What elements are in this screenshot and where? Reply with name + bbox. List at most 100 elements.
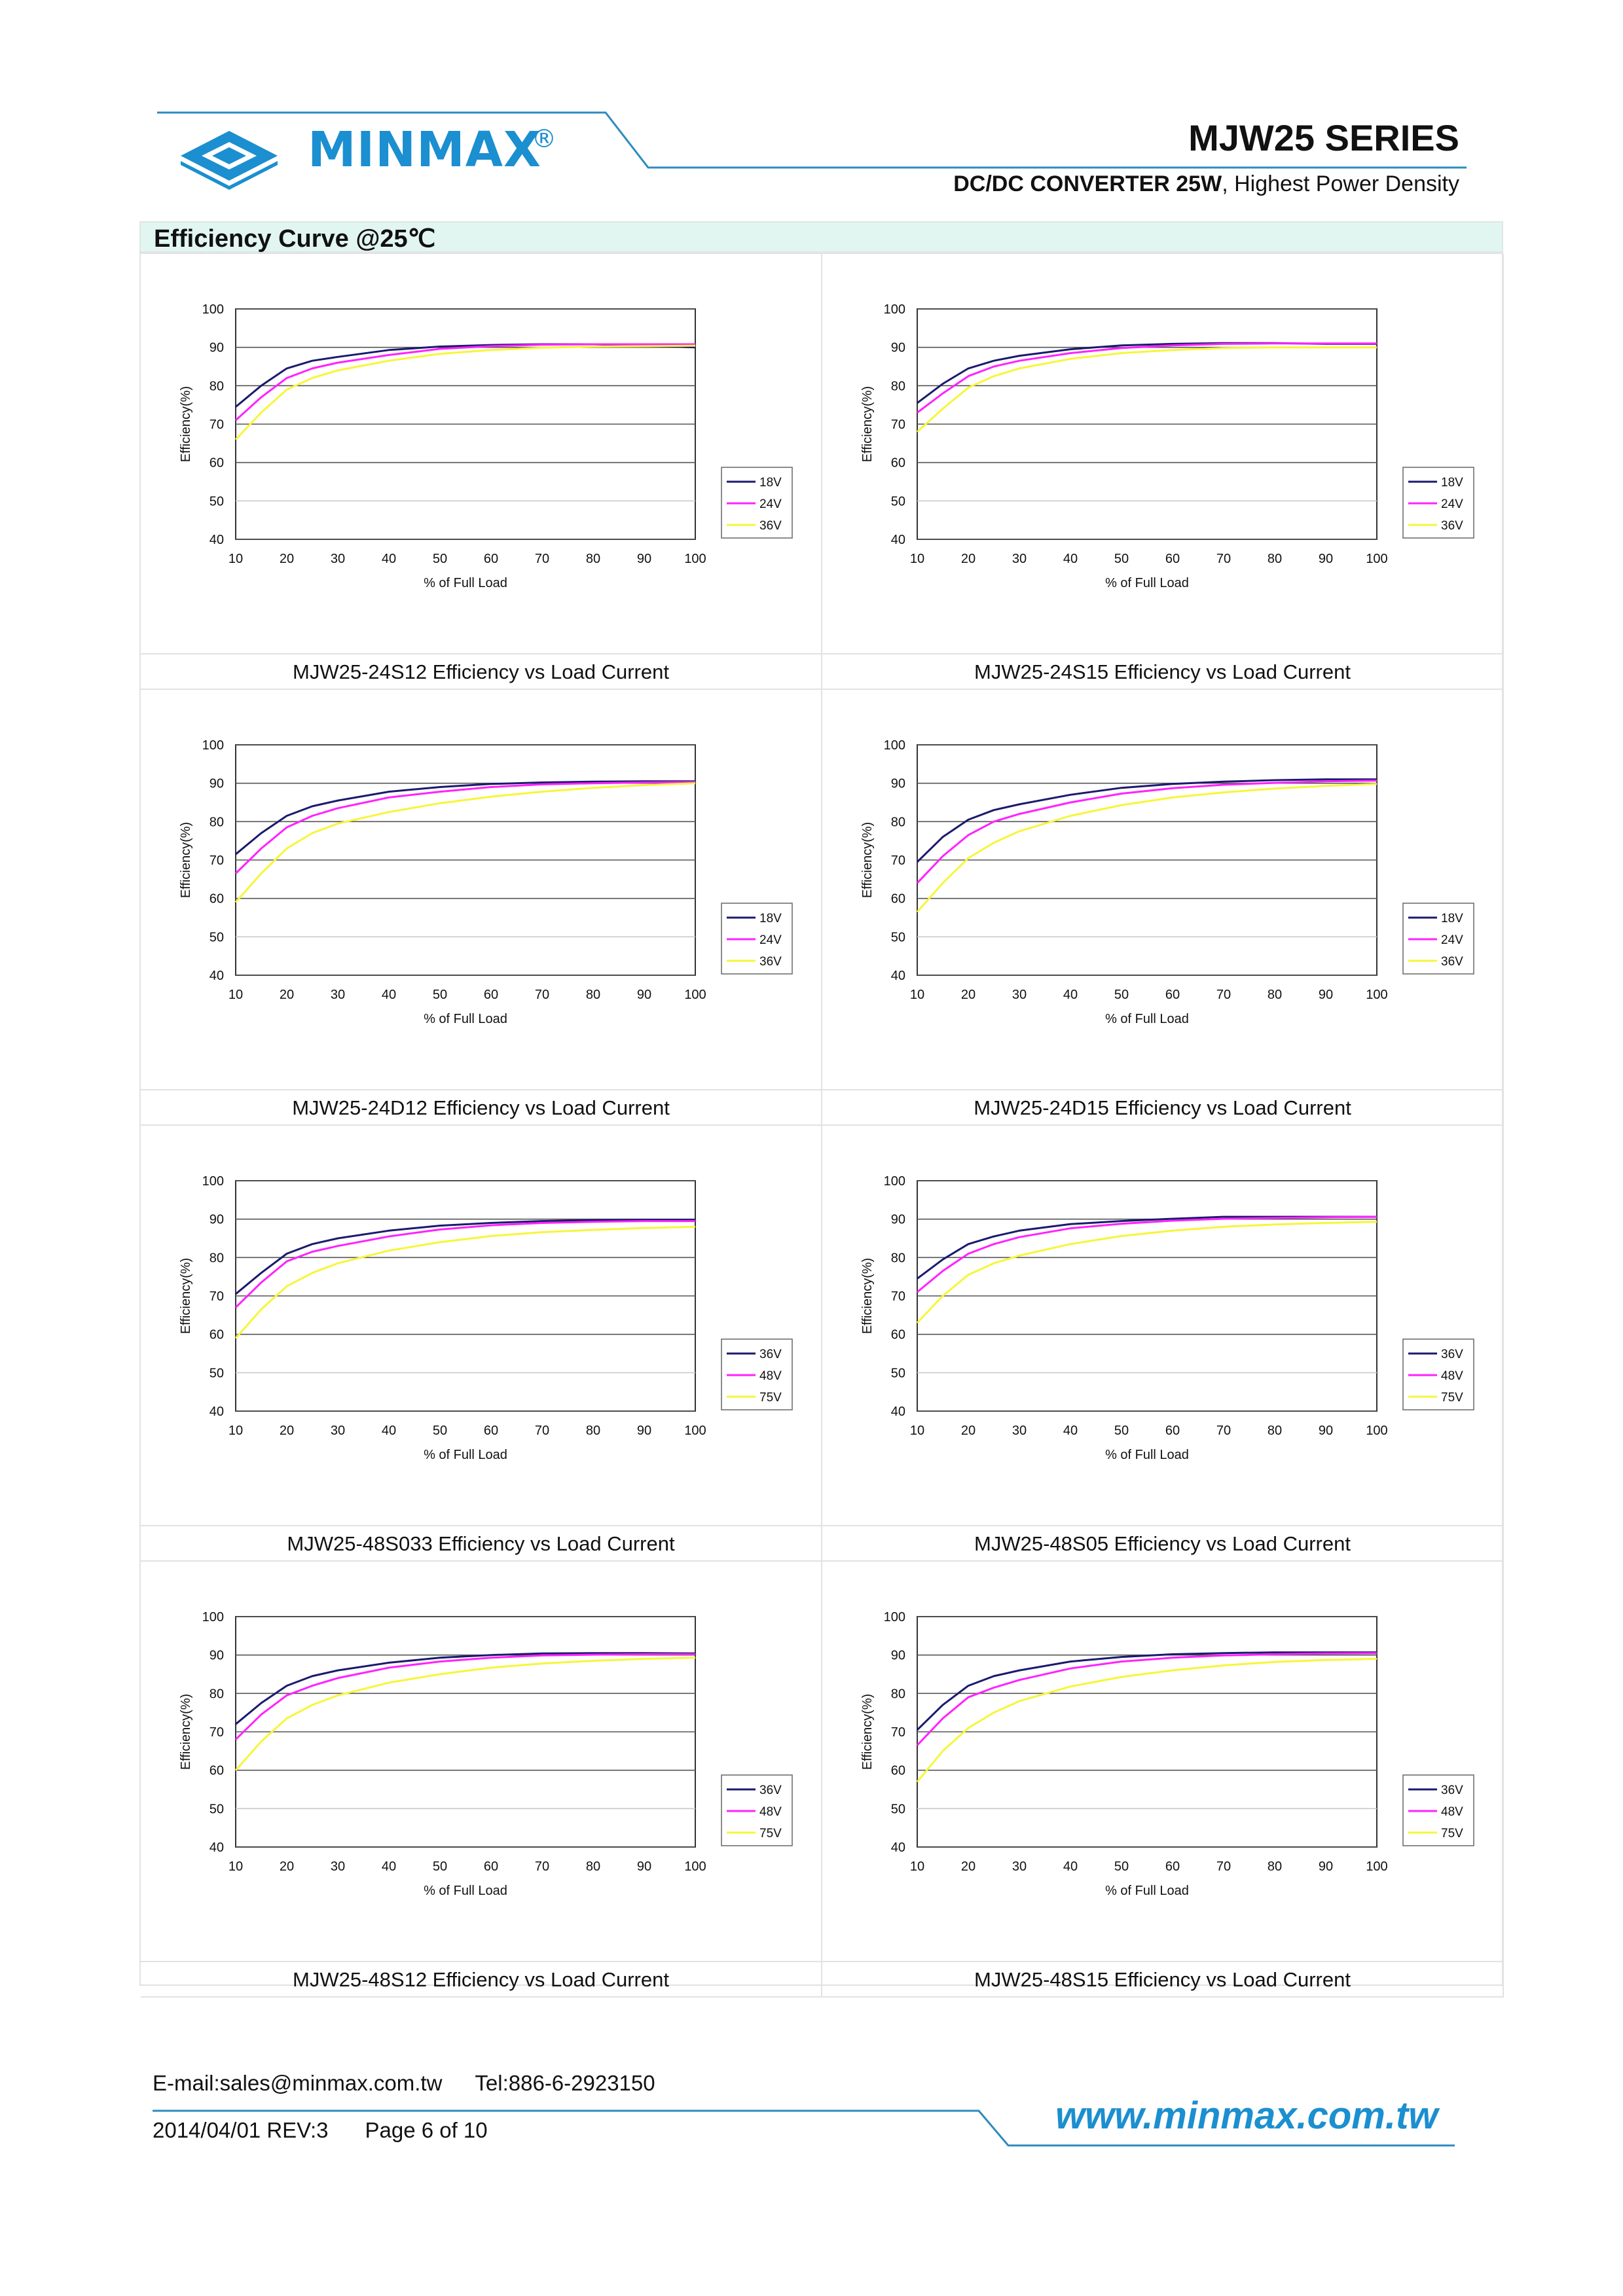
chart-cell: 40 50 60 70 80 90 100 10 20 30 40 50 60 70 80 90 100 % of… bbox=[822, 690, 1504, 1090]
legend-label: 36V bbox=[1441, 1348, 1463, 1361]
x-tick-label: 10 bbox=[910, 988, 924, 1002]
y-tick-label: 50 bbox=[210, 1366, 224, 1380]
series-line bbox=[916, 1651, 1377, 1731]
y-tick-label: 90 bbox=[210, 777, 224, 791]
y-tick-label: 80 bbox=[891, 1687, 905, 1701]
x-tick-label: 50 bbox=[433, 1424, 447, 1438]
x-tick-label: 40 bbox=[382, 1859, 396, 1874]
efficiency-chart: 40 50 60 70 80 90 100 10 20 30 40 50 60 70 80 90 100 % of… bbox=[179, 302, 793, 590]
footer-tel: Tel:886-6-2923150 bbox=[475, 2071, 655, 2095]
legend-label: 75V bbox=[759, 1827, 782, 1840]
chart-cell: 40 50 60 70 80 90 100 10 20 30 40 50 60 70 80 90 100 % of… bbox=[822, 1126, 1504, 1526]
x-tick-label: 100 bbox=[684, 1859, 706, 1874]
x-tick-label: 50 bbox=[1114, 1859, 1129, 1874]
y-tick-label: 40 bbox=[210, 969, 224, 983]
efficiency-chart: 40 50 60 70 80 90 100 10 20 30 40 50 60 70 80 90 100 % of… bbox=[860, 738, 1474, 1026]
x-tick-label: 100 bbox=[1366, 1859, 1387, 1874]
footer-page: Page 6 of 10 bbox=[365, 2118, 488, 2142]
x-tick-label: 30 bbox=[1012, 1424, 1027, 1438]
chart-cell: 40 50 60 70 80 90 100 10 20 30 40 50 60 70 80 90 100 % of… bbox=[141, 690, 822, 1090]
legend-label: 24V bbox=[759, 497, 782, 511]
y-tick-label: 40 bbox=[891, 1840, 905, 1855]
series-line bbox=[234, 344, 696, 440]
x-axis-label: % of Full Load bbox=[1105, 576, 1189, 590]
y-tick-label: 40 bbox=[210, 1840, 224, 1855]
y-tick-label: 60 bbox=[210, 456, 224, 471]
x-tick-label: 30 bbox=[331, 1424, 345, 1438]
y-tick-label: 50 bbox=[210, 1802, 224, 1816]
y-tick-label: 90 bbox=[210, 1213, 224, 1227]
y-tick-label: 40 bbox=[210, 1405, 224, 1419]
x-tick-label: 40 bbox=[382, 1424, 396, 1438]
subtitle-bold: DC/DC CONVERTER 25W bbox=[953, 171, 1222, 196]
x-tick-label: 30 bbox=[331, 1859, 345, 1874]
legend-label: 36V bbox=[759, 1784, 782, 1797]
x-tick-label: 80 bbox=[586, 1424, 600, 1438]
footer-url[interactable]: www.minmax.com.tw bbox=[1055, 2094, 1438, 2137]
legend-label: 18V bbox=[759, 476, 782, 490]
x-axis-label: % of Full Load bbox=[1105, 1884, 1189, 1898]
section-header: Efficiency Curve @25℃ bbox=[139, 221, 1503, 253]
y-tick-label: 80 bbox=[891, 1251, 905, 1265]
x-tick-label: 20 bbox=[961, 1859, 976, 1874]
x-tick-label: 90 bbox=[1319, 988, 1333, 1002]
y-tick-label: 100 bbox=[202, 1174, 224, 1189]
x-tick-label: 40 bbox=[382, 988, 396, 1002]
x-tick-label: 70 bbox=[1216, 1859, 1231, 1874]
x-tick-label: 80 bbox=[1267, 1859, 1282, 1874]
x-tick-label: 80 bbox=[586, 988, 600, 1002]
y-tick-label: 60 bbox=[891, 892, 905, 906]
series-line bbox=[917, 342, 1377, 414]
x-tick-label: 40 bbox=[1063, 988, 1078, 1002]
legend-label: 36V bbox=[1441, 955, 1463, 969]
efficiency-chart: 40 50 60 70 80 90 100 10 20 30 40 50 60 70 80 90 100 % of… bbox=[179, 1610, 793, 1898]
legend-label: 36V bbox=[759, 519, 782, 533]
chart-caption: MJW25-48S05 Efficiency vs Load Current bbox=[822, 1526, 1504, 1562]
x-tick-label: 20 bbox=[961, 552, 976, 566]
x-tick-label: 10 bbox=[228, 988, 243, 1002]
minmax-logo-icon bbox=[181, 131, 278, 190]
legend-label: 75V bbox=[759, 1391, 782, 1405]
y-tick-label: 70 bbox=[891, 418, 905, 432]
chart-caption: MJW25-24D15 Efficiency vs Load Current bbox=[822, 1090, 1504, 1126]
efficiency-chart: 40 50 60 70 80 90 100 10 20 30 40 50 60 70 80 90 100 % of… bbox=[860, 1610, 1474, 1898]
legend-label: 18V bbox=[1441, 912, 1463, 925]
x-tick-label: 60 bbox=[484, 1424, 498, 1438]
y-axis-label: Efficiency(%) bbox=[860, 822, 875, 898]
x-tick-label: 10 bbox=[228, 552, 243, 566]
y-tick-label: 90 bbox=[891, 1649, 905, 1663]
chart-caption: MJW25-24D12 Efficiency vs Load Current bbox=[141, 1090, 822, 1126]
x-tick-label: 70 bbox=[535, 1859, 549, 1874]
y-tick-label: 80 bbox=[210, 815, 224, 829]
series-line bbox=[234, 782, 696, 903]
y-axis-label: Efficiency(%) bbox=[179, 1694, 193, 1770]
x-tick-label: 60 bbox=[1165, 1424, 1180, 1438]
chart-cell: 40 50 60 70 80 90 100 10 20 30 40 50 60 70 80 90 100 % of… bbox=[141, 1126, 822, 1526]
x-tick-label: 50 bbox=[1114, 1424, 1129, 1438]
x-tick-label: 50 bbox=[433, 552, 447, 566]
y-tick-label: 40 bbox=[891, 533, 905, 547]
x-tick-label: 100 bbox=[1366, 988, 1387, 1002]
x-tick-label: 60 bbox=[1165, 552, 1180, 566]
x-tick-label: 40 bbox=[1063, 1424, 1078, 1438]
series-line bbox=[235, 780, 695, 855]
x-tick-label: 80 bbox=[586, 552, 600, 566]
y-tick-label: 90 bbox=[891, 341, 905, 355]
x-tick-label: 20 bbox=[961, 988, 976, 1002]
x-tick-label: 80 bbox=[1267, 552, 1282, 566]
legend-label: 36V bbox=[1441, 1784, 1463, 1797]
y-tick-label: 100 bbox=[884, 1174, 905, 1189]
x-tick-label: 10 bbox=[228, 1859, 243, 1874]
brand-name: MINMAX bbox=[308, 122, 542, 178]
x-tick-label: 30 bbox=[331, 988, 345, 1002]
y-tick-label: 80 bbox=[891, 815, 905, 829]
footer-date-rev: 2014/04/01 REV:3 bbox=[153, 2118, 329, 2142]
subtitle-rest: , Highest Power Density bbox=[1222, 171, 1459, 196]
series-line bbox=[234, 781, 696, 874]
y-tick-label: 70 bbox=[891, 1725, 905, 1740]
y-axis-label: Efficiency(%) bbox=[860, 1694, 875, 1770]
x-tick-label: 50 bbox=[1114, 988, 1129, 1002]
legend-label: 36V bbox=[759, 1348, 782, 1361]
y-tick-label: 100 bbox=[884, 738, 905, 753]
y-tick-label: 80 bbox=[210, 379, 224, 393]
